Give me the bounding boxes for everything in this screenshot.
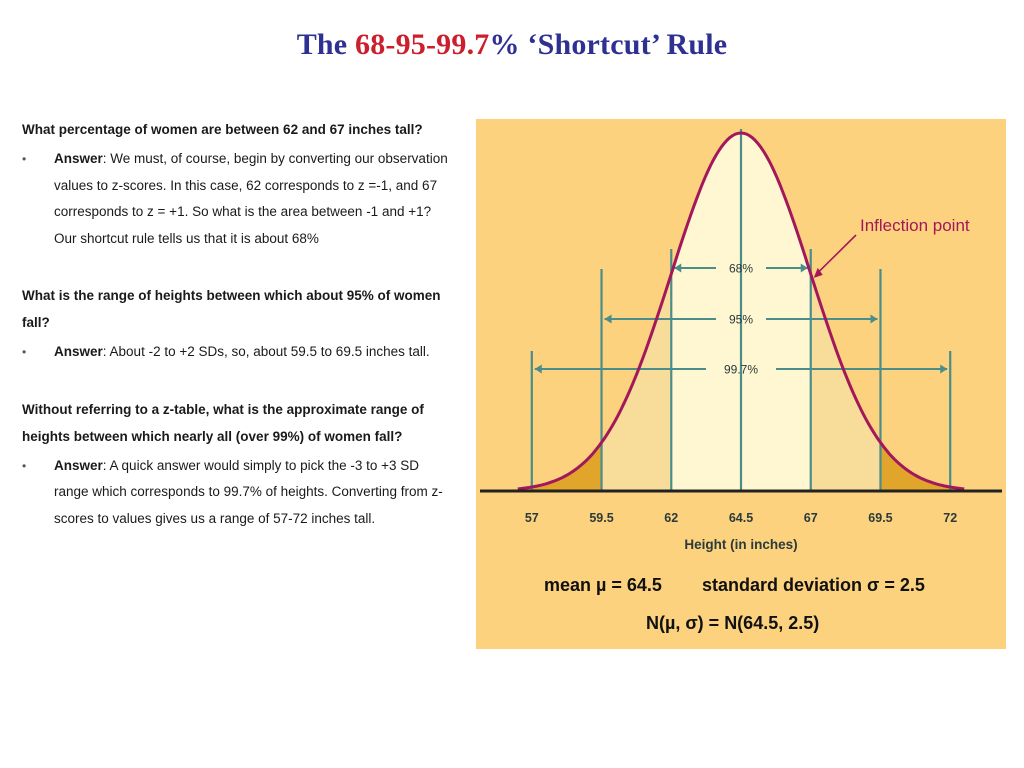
answer-label-3: Answer bbox=[54, 457, 103, 473]
arrow-head bbox=[940, 364, 948, 374]
title-suffix: % ‘Shortcut’ Rule bbox=[489, 28, 728, 61]
slide-title: The 68-95-99.7% ‘Shortcut’ Rule bbox=[0, 28, 1024, 62]
interval-label: 68% bbox=[729, 262, 753, 276]
question-3: Without referring to a z-table, what is … bbox=[22, 401, 424, 444]
normal-curve-diagram: 68% 95% 99.7% 57 59.5 62 64.5 67 69.5 72 Height (i… bbox=[480, 129, 1002, 552]
answer-text-3: : A quick answer would simply to pick th… bbox=[54, 457, 443, 526]
question-2: What is the range of heights between whi… bbox=[22, 288, 441, 330]
arrow-head bbox=[800, 263, 808, 273]
answer-text-1: : We must, of course, begin by convertin… bbox=[54, 151, 448, 246]
x-tick-label: 59.5 bbox=[589, 511, 613, 525]
annotation-arrow-head bbox=[813, 267, 823, 278]
x-tick-label: 67 bbox=[804, 511, 818, 525]
answer-label-1: Answer bbox=[54, 151, 103, 166]
question-1: What percentage of women are between 62 … bbox=[22, 122, 423, 137]
right-tail-area bbox=[880, 442, 965, 491]
arrow-head bbox=[534, 364, 542, 374]
bullet-icon: • bbox=[22, 152, 27, 166]
x-tick-label: 57 bbox=[525, 511, 539, 525]
qa-column: What percentage of women are between 62 … bbox=[22, 116, 452, 562]
answer-2: • Answer: About -2 to +2 SDs, so, about 5… bbox=[22, 339, 452, 366]
arrow-head bbox=[604, 314, 612, 324]
title-prefix: The bbox=[296, 28, 355, 61]
normal-curve-panel: 68% 95% 99.7% 57 59.5 62 64.5 67 69.5 72 Height (i… bbox=[476, 119, 1006, 649]
annotation-arrow-line bbox=[817, 234, 857, 274]
answer-text-2: : About -2 to +2 SDs, so, about 59.5 to … bbox=[102, 344, 430, 359]
x-tick-label: 72 bbox=[943, 511, 957, 525]
interval-label: 99.7% bbox=[724, 363, 758, 377]
annotation-label: Inflection point bbox=[860, 216, 970, 235]
distribution-text: N(µ, σ) = N(64.5, 2.5) bbox=[646, 613, 820, 633]
arrow-head bbox=[870, 314, 878, 324]
qa-block-3: Without referring to a z-table, what is … bbox=[22, 396, 452, 533]
x-tick-label: 62 bbox=[664, 511, 678, 525]
qa-block-1: What percentage of women are between 62 … bbox=[22, 116, 452, 252]
x-axis-label: Height (in inches) bbox=[684, 537, 797, 552]
answer-label-2: Answer bbox=[54, 344, 103, 359]
normal-curve-line bbox=[517, 131, 965, 491]
arrow-head bbox=[674, 263, 682, 273]
bullet-icon: • bbox=[22, 458, 27, 473]
x-tick-label: 69.5 bbox=[868, 511, 892, 525]
qa-block-2: What is the range of heights between whi… bbox=[22, 282, 452, 366]
answer-1: • Answer: We must, of course, begin by co… bbox=[22, 146, 452, 252]
x-tick-label: 64.5 bbox=[729, 511, 753, 525]
bullet-icon: • bbox=[22, 345, 27, 359]
mean-text: mean µ = 64.5 bbox=[544, 575, 662, 595]
sd-text: standard deviation σ = 2.5 bbox=[702, 575, 925, 595]
interval-label: 95% bbox=[729, 313, 753, 327]
title-highlight: 68-95-99.7 bbox=[355, 28, 490, 61]
left-tail-area bbox=[517, 442, 602, 491]
answer-3: • Answer: A quick answer would simply to … bbox=[22, 453, 452, 533]
